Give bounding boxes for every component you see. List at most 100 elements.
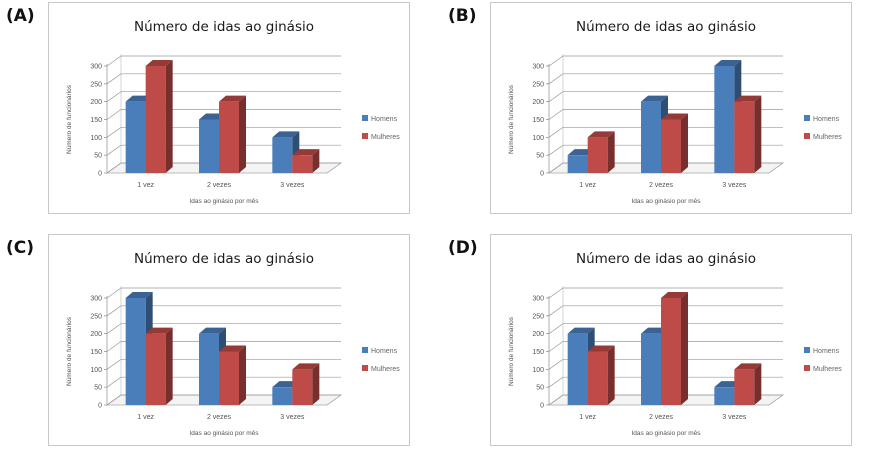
panel-label: (A) <box>6 6 35 26</box>
bar-top-face <box>734 363 762 370</box>
bar-top-face <box>587 131 615 138</box>
y-tick-label: 300 <box>90 296 102 303</box>
y-tick-label: 200 <box>90 331 102 338</box>
bar-side-face <box>239 95 246 173</box>
bar-top-face <box>714 60 742 66</box>
gridline <box>106 109 341 120</box>
chart-title: Número de idas ao ginásio <box>576 19 756 35</box>
y-axis-title: Número de funcionários <box>66 316 73 386</box>
legend-swatch-mulheres <box>362 133 368 139</box>
gridline <box>548 287 783 299</box>
y-tick-label: 50 <box>536 153 544 160</box>
bar-front-face <box>199 119 219 173</box>
gridline <box>106 323 341 334</box>
y-axis-title: Número de funcionários <box>508 84 515 154</box>
legend-label-mulheres: Mulheres <box>371 134 400 141</box>
bar-mulheres-3 <box>734 363 762 405</box>
legend-swatch-homens <box>362 347 368 353</box>
bar-top-face <box>587 345 615 352</box>
bar-mulheres-2 <box>219 95 246 173</box>
legend-label-mulheres: Mulheres <box>813 366 842 373</box>
y-tick-label: 150 <box>90 349 102 356</box>
gridline <box>106 287 341 299</box>
bar-top-face <box>292 149 320 156</box>
bar-front-face <box>292 369 313 405</box>
legend-label-homens: Homens <box>813 348 840 355</box>
y-tick-label: 200 <box>532 99 544 106</box>
x-tick-label: 1 vez <box>579 414 596 421</box>
bar-front-face <box>292 155 313 173</box>
x-axis-title: Idas ao ginásio por mês <box>631 198 701 205</box>
bar-chart-svg: Número de idas ao ginásio 0 50 100 150 200 250… <box>66 19 400 205</box>
chart-frame: Número de idas ao ginásio 0 50 100 150 200 250… <box>490 234 852 446</box>
bar-mulheres-2 <box>661 113 688 173</box>
gridline <box>548 305 783 317</box>
gridline <box>548 323 783 334</box>
bar-front-face <box>272 137 293 173</box>
x-tick-label: 3 vezes <box>722 182 747 189</box>
x-tick-label: 1 vez <box>137 182 154 189</box>
x-axis-title: Idas ao ginásio por mês <box>631 430 701 437</box>
bar-mulheres-3 <box>292 363 320 405</box>
y-tick-label: 100 <box>532 367 544 374</box>
bar-side-face <box>607 345 615 405</box>
y-tick-label: 0 <box>540 171 544 178</box>
gridline <box>548 109 783 120</box>
bar-side-face <box>312 363 320 405</box>
x-tick-label: 1 vez <box>579 182 596 189</box>
bar-top-face <box>199 327 226 334</box>
y-tick-label: 50 <box>536 385 544 392</box>
gridline <box>548 73 783 85</box>
y-tick-label: 250 <box>90 81 102 88</box>
bar-front-face <box>199 333 219 405</box>
y-tick-label: 200 <box>532 331 544 338</box>
legend-swatch-homens <box>804 347 810 353</box>
y-tick-label: 250 <box>90 313 102 320</box>
bar-front-face <box>714 66 735 173</box>
bar-front-face <box>567 333 588 405</box>
y-tick-label: 150 <box>532 117 544 124</box>
bar-side-face <box>239 345 246 405</box>
y-tick-label: 300 <box>532 64 544 71</box>
bar-mulheres-2 <box>219 345 246 405</box>
chart-title: Número de idas ao ginásio <box>576 251 756 267</box>
chart-title: Número de idas ao ginásio <box>134 251 314 267</box>
y-tick-label: 250 <box>532 313 544 320</box>
y-axis-title: Número de funcionários <box>508 316 515 386</box>
bar-front-face <box>145 66 166 173</box>
gridline <box>548 91 783 102</box>
x-tick-label: 3 vezes <box>280 414 305 421</box>
chart-panel-d: (D) Número de idas ao ginásio 0 50 100 150 20… <box>442 232 882 462</box>
bar-front-face <box>567 155 588 173</box>
x-tick-label: 1 vez <box>137 414 154 421</box>
bar-front-face <box>272 387 293 405</box>
gridline <box>548 358 783 370</box>
bar-top-face <box>125 292 153 298</box>
bar-top-face <box>219 95 246 102</box>
legend-label-homens: Homens <box>371 348 398 355</box>
gridline <box>548 162 783 174</box>
bar-side-face <box>754 363 762 405</box>
bar-homens-3 <box>272 131 300 173</box>
bar-top-face <box>145 327 173 334</box>
legend-label-mulheres: Mulheres <box>813 134 842 141</box>
y-tick-label: 150 <box>90 117 102 124</box>
legend-label-homens: Homens <box>371 116 398 123</box>
gridline <box>548 126 783 138</box>
gridline <box>106 144 341 156</box>
x-tick-label: 2 vezes <box>649 414 674 421</box>
bar-front-face <box>661 298 681 405</box>
bar-mulheres-3 <box>734 95 762 173</box>
bar-side-face <box>165 60 173 173</box>
legend-swatch-mulheres <box>804 133 810 139</box>
bar-side-face <box>754 95 762 173</box>
bar-top-face <box>567 327 595 334</box>
x-tick-label: 2 vezes <box>649 182 674 189</box>
bar-front-face <box>734 369 755 405</box>
y-tick-label: 200 <box>90 99 102 106</box>
y-tick-label: 300 <box>90 64 102 71</box>
gridline <box>548 341 783 352</box>
gridline <box>106 162 341 174</box>
gridline <box>106 358 341 370</box>
bar-front-face <box>714 387 735 405</box>
